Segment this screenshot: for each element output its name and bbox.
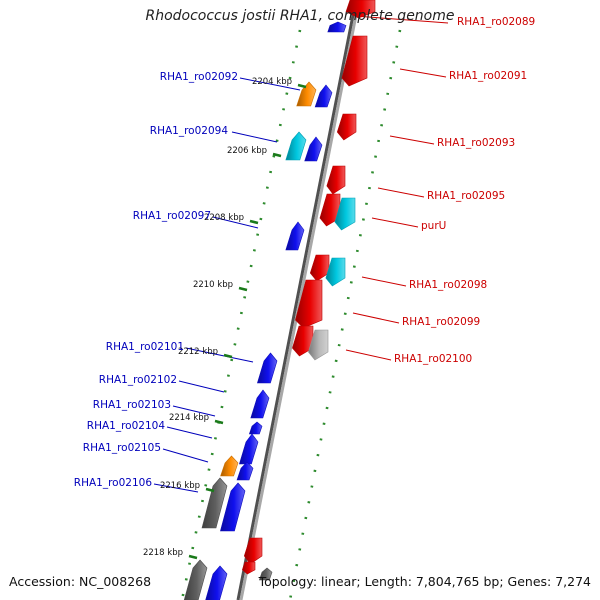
reverse-gene-arrow xyxy=(236,461,254,481)
reverse-gene-arrow xyxy=(183,559,208,600)
reverse-gene-arrow xyxy=(285,131,307,161)
reverse-gene-arrow xyxy=(250,389,270,419)
reverse-gene-label: RHA1_ro02092 xyxy=(160,71,238,83)
scale-tick-mark xyxy=(205,487,215,493)
forward-gene-label: RHA1_ro02098 xyxy=(409,279,487,291)
leader-line xyxy=(231,131,278,143)
reverse-gene-arrow xyxy=(220,455,239,477)
leader-line xyxy=(389,135,435,145)
forward-gene-arrow xyxy=(325,257,346,287)
leader-line xyxy=(371,217,419,228)
forward-gene-label: RHA1_ro02095 xyxy=(427,190,505,202)
reverse-gene-arrow xyxy=(256,352,278,384)
forward-gene-arrow xyxy=(243,537,263,565)
reverse-gene-arrow xyxy=(304,136,323,162)
scale-tick-label: 2206 kbp xyxy=(227,146,267,156)
ruler-track-left xyxy=(180,29,302,600)
scale-tick-mark xyxy=(214,419,224,425)
forward-gene-arrow xyxy=(341,35,368,87)
reverse-gene-arrow xyxy=(327,21,347,33)
reverse-gene-label: RHA1_ro02103 xyxy=(93,399,171,411)
reverse-gene-arrow xyxy=(220,482,246,532)
reverse-gene-arrow xyxy=(296,81,317,107)
forward-gene-arrow xyxy=(319,193,341,227)
scale-tick-mark xyxy=(297,83,307,89)
scale-tick-mark xyxy=(249,219,259,225)
forward-gene-arrow xyxy=(295,279,323,329)
reverse-gene-label: RHA1_ro02104 xyxy=(87,420,166,432)
reverse-gene-arrow xyxy=(314,84,333,108)
reverse-gene-label: RHA1_ro02106 xyxy=(74,477,153,489)
scale-tick-label: 2210 kbp xyxy=(193,280,233,290)
forward-gene-arrow xyxy=(334,197,356,231)
leader-line xyxy=(354,15,449,24)
scale-tick-label: 2218 kbp xyxy=(143,548,183,558)
scale-tick-label: 2208 kbp xyxy=(204,213,244,223)
forward-gene-arrow xyxy=(242,561,256,575)
reverse-gene-arrow xyxy=(248,421,263,435)
leader-line xyxy=(166,426,213,439)
leader-line xyxy=(172,405,216,417)
reverse-gene-arrow xyxy=(258,567,273,581)
accession-text: Accession: NC_008268 xyxy=(9,574,152,589)
leader-line xyxy=(162,448,209,463)
leader-line xyxy=(212,216,259,229)
scale-tick-label: 2214 kbp xyxy=(169,413,209,423)
forward-gene-label: RHA1_ro02093 xyxy=(437,137,515,149)
leader-line xyxy=(178,380,225,393)
reverse-gene-arrow xyxy=(201,477,228,529)
forward-gene-arrow xyxy=(292,325,314,357)
scale-tick-mark xyxy=(223,353,233,359)
leader-line xyxy=(239,77,301,91)
reverse-gene-arrow xyxy=(205,565,228,600)
leader-line xyxy=(185,347,254,363)
backbone-shadow xyxy=(236,0,358,600)
topology-text: Topology: linear; Length: 7,804,765 bp; … xyxy=(258,574,591,589)
forward-gene-label: purU xyxy=(421,220,446,232)
leader-line xyxy=(345,349,392,361)
scale-tick-mark xyxy=(272,152,282,158)
scale-tick-label: 2216 kbp xyxy=(160,481,200,491)
scale-tick-mark xyxy=(188,554,198,560)
forward-gene-label: RHA1_ro02099 xyxy=(402,316,480,328)
scale-tick-label: 2204 kbp xyxy=(252,77,292,87)
reverse-gene-label: RHA1_ro02097 xyxy=(133,210,211,222)
diagram-title: Rhodococcus jostii RHA1, complete genome xyxy=(145,8,455,24)
reverse-gene-label: RHA1_ro02102 xyxy=(99,374,177,386)
reverse-gene-label: RHA1_ro02105 xyxy=(83,442,161,454)
scale-tick-label: 2212 kbp xyxy=(178,347,218,357)
forward-gene-label: RHA1_ro02100 xyxy=(394,353,472,365)
reverse-gene-label: RHA1_ro02101 xyxy=(106,341,184,353)
leader-line xyxy=(361,276,407,287)
reverse-gene-arrow xyxy=(285,221,305,251)
ruler-track-right xyxy=(288,29,402,600)
reverse-gene-arrow xyxy=(238,433,259,465)
forward-gene-arrow xyxy=(308,329,329,361)
forward-gene-arrow xyxy=(336,113,357,141)
forward-gene-arrow xyxy=(345,0,376,19)
forward-gene-arrow xyxy=(309,254,330,282)
leader-line xyxy=(399,68,447,78)
backbone xyxy=(239,0,361,600)
forward-gene-label: RHA1_ro02089 xyxy=(457,16,535,28)
forward-gene-arrow xyxy=(326,165,346,195)
leader-line xyxy=(153,483,199,493)
forward-gene-label: RHA1_ro02091 xyxy=(449,70,527,82)
reverse-gene-label: RHA1_ro02094 xyxy=(150,125,229,137)
leader-line xyxy=(377,187,425,198)
scale-tick-mark xyxy=(238,286,248,292)
leader-line xyxy=(352,312,400,324)
